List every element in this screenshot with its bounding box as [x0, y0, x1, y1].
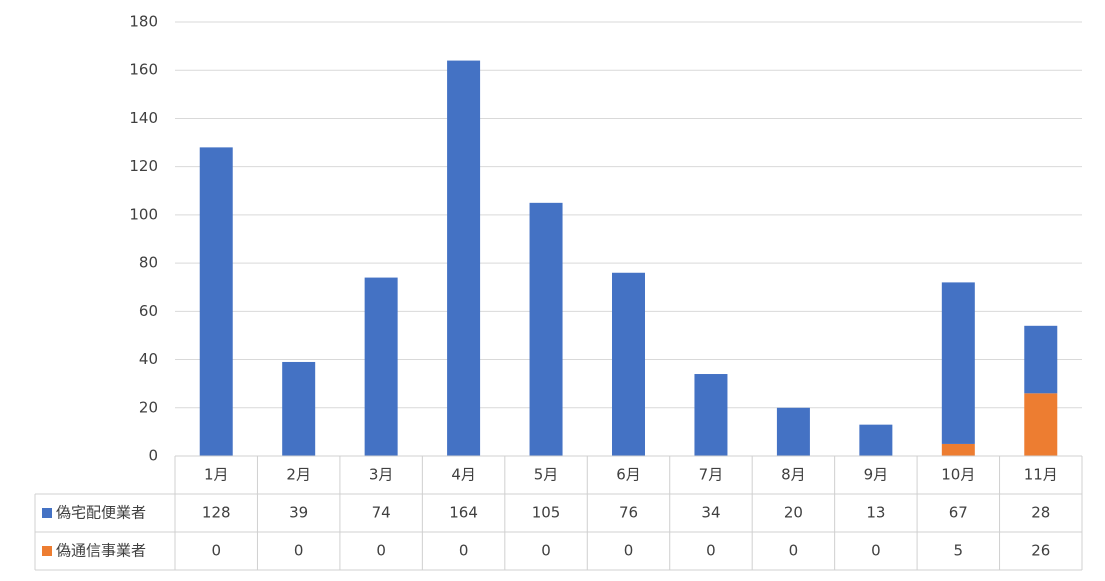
legend-key — [42, 546, 52, 556]
y-tick-label: 80 — [139, 254, 158, 272]
x-tick-label: 11月 — [1024, 466, 1058, 484]
x-tick-label: 8月 — [781, 466, 806, 484]
x-tick-label: 1月 — [204, 466, 229, 484]
table-value: 0 — [706, 542, 716, 560]
y-tick-label: 120 — [129, 157, 158, 175]
bar — [447, 60, 481, 456]
x-tick-label: 3月 — [369, 466, 394, 484]
table-value: 39 — [289, 504, 308, 522]
bar — [941, 443, 975, 456]
table-value: 74 — [372, 504, 391, 522]
y-tick-label: 0 — [148, 447, 158, 465]
table-value: 20 — [784, 504, 803, 522]
legend-label: 偽通信事業者 — [56, 542, 146, 560]
x-tick-label: 10月 — [941, 466, 975, 484]
y-tick-label: 40 — [139, 350, 158, 368]
table-value: 128 — [202, 504, 231, 522]
y-tick-label: 100 — [129, 205, 158, 223]
y-tick-label: 60 — [139, 302, 158, 320]
table-value: 164 — [449, 504, 478, 522]
x-tick-label: 6月 — [616, 466, 641, 484]
y-tick-label: 140 — [129, 109, 158, 127]
x-tick-label: 7月 — [699, 466, 724, 484]
bar — [941, 282, 975, 444]
bar — [694, 374, 728, 456]
bar — [364, 277, 398, 456]
table-value: 105 — [532, 504, 561, 522]
bar — [1024, 393, 1058, 456]
table-value: 0 — [871, 542, 881, 560]
x-tick-label: 4月 — [451, 466, 476, 484]
table-value: 34 — [701, 504, 720, 522]
table-value: 67 — [949, 504, 968, 522]
bar — [199, 147, 233, 456]
bar — [859, 424, 893, 456]
y-tick-label: 160 — [129, 61, 158, 79]
table-value: 0 — [789, 542, 799, 560]
legend-key — [42, 508, 52, 518]
table-value: 0 — [624, 542, 634, 560]
table-value: 76 — [619, 504, 638, 522]
bar — [529, 202, 563, 456]
x-tick-label: 9月 — [864, 466, 889, 484]
bar — [776, 407, 810, 456]
table-value: 28 — [1031, 504, 1050, 522]
table-value: 13 — [866, 504, 885, 522]
x-tick-label: 5月 — [534, 466, 559, 484]
bar — [1024, 325, 1058, 394]
table-value: 0 — [459, 542, 469, 560]
table-value: 0 — [294, 542, 304, 560]
legend-label: 偽宅配便業者 — [56, 504, 146, 522]
table-value: 5 — [954, 542, 964, 560]
y-tick-label: 20 — [139, 398, 158, 416]
x-tick-label: 2月 — [286, 466, 311, 484]
y-tick-label: 180 — [129, 13, 158, 31]
table-value: 0 — [376, 542, 386, 560]
bar — [612, 272, 645, 456]
table-value: 0 — [541, 542, 551, 560]
table-value: 26 — [1031, 542, 1050, 560]
table-value: 0 — [211, 542, 221, 560]
bar — [282, 361, 316, 456]
